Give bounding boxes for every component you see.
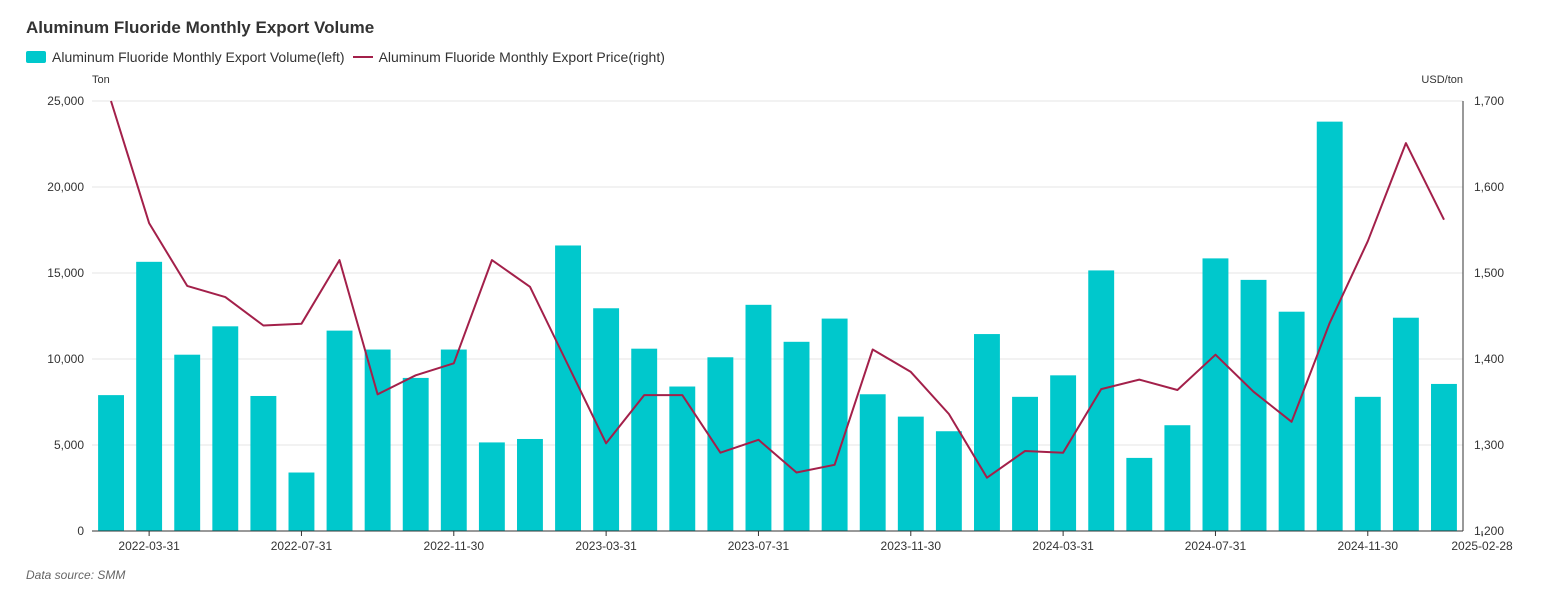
bar	[707, 357, 734, 531]
bar	[478, 442, 505, 531]
bar	[1431, 383, 1457, 531]
bar	[288, 472, 315, 531]
y-right-tick-label: 1,500	[1474, 266, 1504, 280]
chart-title: Aluminum Fluoride Monthly Export Volume	[26, 18, 375, 37]
bar	[555, 245, 581, 532]
bar	[897, 416, 924, 531]
legend-swatch-bar	[26, 51, 46, 63]
bar	[593, 308, 620, 531]
bar	[517, 438, 543, 531]
y-left-tick-label: 15,000	[47, 266, 84, 280]
legend-item-price[interactable]: Aluminum Fluoride Monthly Export Price(r…	[352, 49, 665, 65]
bar	[1354, 396, 1381, 531]
y-right-tick-label: 1,300	[1474, 438, 1504, 452]
bar	[859, 394, 886, 531]
bar	[1316, 121, 1343, 531]
y-left-axis-label: Ton	[92, 74, 110, 86]
x-tick-label: 2022-11-30	[424, 539, 485, 553]
bar	[745, 304, 772, 531]
x-tick-label: 2023-03-31	[575, 539, 637, 553]
bar	[669, 386, 696, 531]
y-left-tick-label: 5,000	[54, 438, 84, 452]
bar	[821, 318, 848, 531]
bar	[174, 354, 201, 531]
bar	[783, 341, 810, 531]
data-source: Data source: SMM	[26, 568, 126, 582]
y-right-tick-label: 1,700	[1474, 94, 1504, 108]
bar	[1088, 270, 1115, 531]
y-right-tick-label: 1,400	[1474, 352, 1504, 366]
y-left-tick-label: 0	[77, 524, 84, 538]
bar	[402, 377, 429, 531]
bar	[98, 395, 124, 531]
bar	[1126, 457, 1153, 531]
bar	[326, 330, 353, 531]
bar	[1012, 396, 1038, 531]
bar	[136, 261, 163, 531]
y-left-tick-label: 25,000	[47, 94, 84, 108]
bar	[631, 348, 658, 531]
bar	[1202, 258, 1229, 531]
bar	[212, 326, 239, 531]
x-tick-label: 2022-03-31	[118, 539, 180, 553]
y-right-tick-label: 1,200	[1474, 524, 1504, 538]
x-tick-label: 2022-07-31	[271, 539, 333, 553]
legend-label-price: Aluminum Fluoride Monthly Export Price(r…	[378, 49, 665, 65]
x-tick-label: 2024-07-31	[1185, 539, 1247, 553]
bar	[974, 334, 1000, 531]
y-right-axis-label: USD/ton	[1421, 74, 1463, 86]
y-left-tick-label: 20,000	[47, 180, 84, 194]
x-tick-label: 2024-03-31	[1032, 539, 1094, 553]
price-line	[110, 100, 1445, 479]
x-tick-label: 2023-07-31	[728, 539, 790, 553]
legend-label-volume: Aluminum Fluoride Monthly Export Volume(…	[52, 49, 345, 65]
bar	[1164, 425, 1191, 531]
bar	[440, 349, 467, 531]
bar	[364, 349, 391, 531]
legend-swatch-line	[352, 56, 373, 58]
x-tick-label: 2023-11-30	[881, 539, 942, 553]
x-tick-label: 2024-11-30	[1338, 539, 1399, 553]
legend-item-volume[interactable]: Aluminum Fluoride Monthly Export Volume(…	[26, 49, 345, 65]
bar	[250, 395, 277, 531]
bar	[935, 431, 962, 531]
y-left-tick-label: 10,000	[47, 352, 84, 366]
bar	[1392, 317, 1419, 531]
x-tick-label: 2025-02-28	[1451, 539, 1513, 553]
bar	[1240, 279, 1267, 531]
y-right-tick-label: 1,600	[1474, 180, 1504, 194]
legend: Aluminum Fluoride Monthly Export Volume(…	[26, 49, 673, 65]
